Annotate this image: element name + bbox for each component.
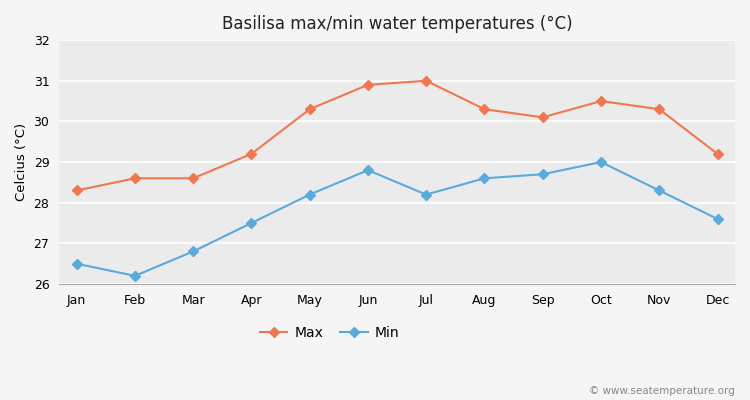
Y-axis label: Celcius (°C): Celcius (°C)	[15, 123, 28, 201]
Min	[189, 249, 198, 254]
Max	[305, 107, 314, 112]
Min	[713, 216, 722, 221]
Max	[538, 115, 548, 120]
Min	[72, 261, 81, 266]
Max	[72, 188, 81, 193]
Max	[364, 82, 373, 87]
Min	[596, 160, 605, 164]
Min	[655, 188, 664, 193]
Text: © www.seatemperature.org: © www.seatemperature.org	[590, 386, 735, 396]
Min	[364, 168, 373, 172]
Line: Max: Max	[74, 77, 721, 194]
Min	[305, 192, 314, 197]
Min	[538, 172, 548, 177]
Legend: Max, Min: Max, Min	[254, 320, 405, 345]
Max	[596, 99, 605, 104]
Max	[480, 107, 489, 112]
Line: Min: Min	[74, 158, 721, 279]
Max	[655, 107, 664, 112]
Max	[422, 78, 430, 83]
Min	[480, 176, 489, 181]
Max	[247, 152, 256, 156]
Min	[130, 274, 140, 278]
Min	[247, 221, 256, 226]
Min	[422, 192, 430, 197]
Max	[189, 176, 198, 181]
Title: Basilisa max/min water temperatures (°C): Basilisa max/min water temperatures (°C)	[222, 15, 572, 33]
Max	[713, 152, 722, 156]
Max	[130, 176, 140, 181]
